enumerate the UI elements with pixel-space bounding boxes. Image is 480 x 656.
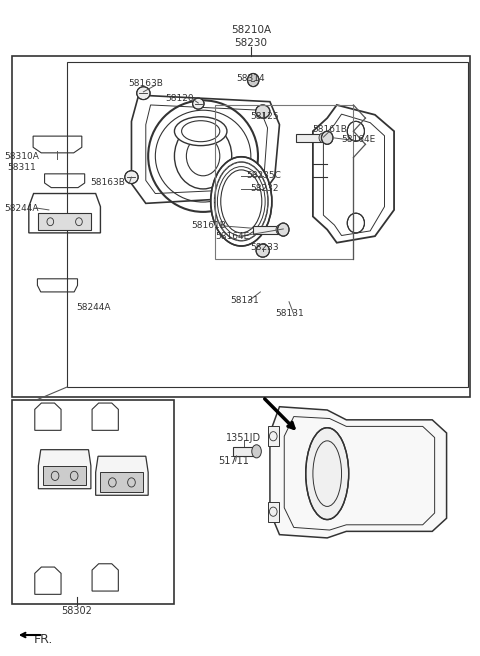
Ellipse shape [192,98,204,109]
Text: 58161B: 58161B [192,220,226,230]
Ellipse shape [306,428,348,520]
FancyBboxPatch shape [253,226,279,234]
Ellipse shape [248,73,259,87]
Text: 58311: 58311 [7,163,36,172]
Text: 58230: 58230 [234,37,267,48]
Text: 51711: 51711 [219,456,250,466]
Ellipse shape [322,131,333,144]
Text: 58244A: 58244A [76,302,110,312]
Ellipse shape [276,225,283,234]
Polygon shape [96,457,148,495]
Text: 58314: 58314 [237,74,265,83]
Ellipse shape [319,133,326,142]
Text: 1351JD: 1351JD [226,433,261,443]
Text: 58120: 58120 [165,94,193,103]
Text: 58163B: 58163B [128,79,163,89]
Ellipse shape [253,446,260,457]
Text: 58164E: 58164E [216,232,250,241]
Polygon shape [38,450,91,489]
Text: 58235C: 58235C [247,171,282,180]
Polygon shape [100,472,144,492]
Polygon shape [43,466,86,485]
Text: 58161B: 58161B [312,125,347,134]
Ellipse shape [125,171,138,184]
Ellipse shape [256,105,270,118]
Ellipse shape [137,87,150,100]
Text: 58131: 58131 [276,309,304,318]
Text: 58233: 58233 [250,243,278,253]
Polygon shape [38,213,91,230]
FancyBboxPatch shape [296,134,323,142]
Text: 58131: 58131 [231,296,260,305]
Text: 58232: 58232 [250,184,278,194]
Polygon shape [270,407,446,538]
FancyBboxPatch shape [267,502,279,522]
Ellipse shape [347,213,364,233]
Text: FR.: FR. [34,633,53,646]
FancyBboxPatch shape [267,426,279,446]
Text: 58244A: 58244A [4,204,39,213]
Text: 58164E: 58164E [341,135,375,144]
Ellipse shape [347,121,364,141]
Ellipse shape [252,445,261,458]
Ellipse shape [277,223,289,236]
Text: 58302: 58302 [61,606,92,617]
Ellipse shape [256,244,269,257]
Text: 58125: 58125 [250,112,278,121]
Text: 58310A: 58310A [4,152,39,161]
Ellipse shape [174,117,227,146]
Text: 58210A: 58210A [231,24,271,35]
Text: 58163B: 58163B [90,178,125,187]
Ellipse shape [211,157,272,246]
FancyBboxPatch shape [233,447,256,455]
